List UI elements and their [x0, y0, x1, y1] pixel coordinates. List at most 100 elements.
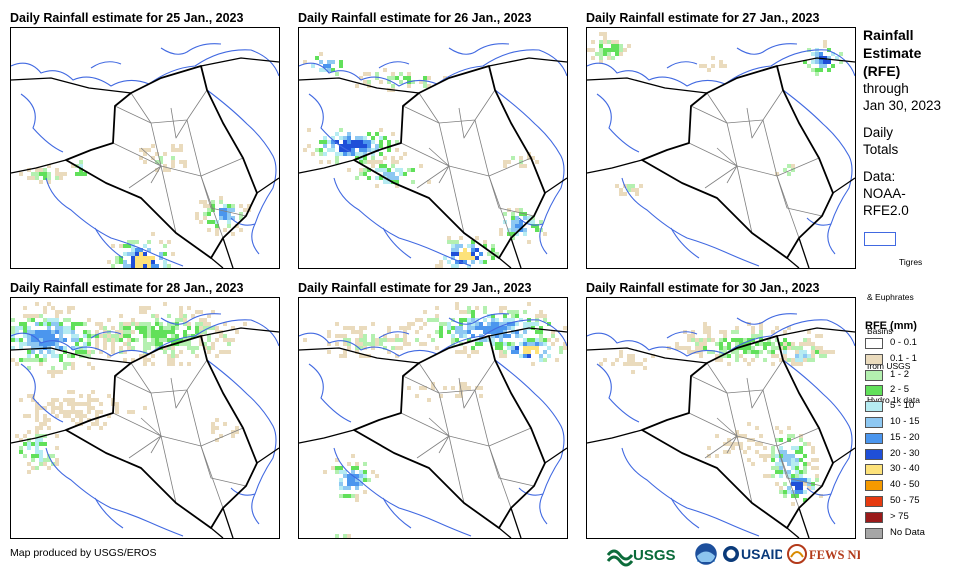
province-border — [416, 165, 450, 189]
basin-outline — [94, 497, 124, 529]
basin-outline — [382, 497, 412, 529]
neighbor-border — [256, 177, 279, 194]
basin-outline — [518, 217, 544, 226]
basin-outline — [11, 49, 279, 87]
province-border — [400, 142, 465, 234]
rfe-legend-swatch — [865, 401, 883, 413]
province-border — [402, 375, 440, 394]
province-border — [488, 175, 535, 217]
basin-outline — [299, 319, 567, 357]
totals-label: Daily Totals — [863, 124, 967, 158]
totals-line: Daily — [863, 125, 894, 140]
rfe-legend-label: > 75 — [890, 510, 909, 522]
country-border — [65, 335, 258, 529]
basin-outline — [206, 359, 277, 525]
rfe-legend-label: 20 - 30 — [890, 447, 920, 459]
neighbor-border — [510, 237, 522, 268]
province-border — [688, 412, 753, 504]
province-border — [418, 359, 496, 394]
basin-outline — [160, 313, 222, 325]
neighbor-border — [11, 347, 132, 364]
neighbor-border — [798, 507, 810, 538]
basin-outline — [448, 43, 510, 55]
basin-outline — [494, 359, 565, 525]
province-border — [150, 122, 244, 177]
province-border — [400, 412, 465, 504]
rfe-legend-label: 2 - 5 — [890, 384, 910, 396]
basin-outline — [11, 319, 279, 357]
basin-outline — [782, 89, 853, 255]
rfe-legend-label: 0 - 0.1 — [890, 337, 917, 348]
basin-outline — [448, 313, 510, 325]
basin-outline — [806, 217, 832, 226]
neighbor-border — [832, 447, 855, 464]
basin-outline — [333, 177, 472, 267]
province-border — [128, 165, 162, 189]
basin-outline — [20, 363, 64, 423]
rfe-legend-swatch — [865, 511, 883, 523]
basin-outline — [230, 217, 256, 226]
province-border — [418, 89, 496, 124]
neighbor-border — [11, 77, 132, 94]
province-border — [716, 417, 738, 454]
neighbor-border — [299, 77, 420, 94]
basin-legend-text: Tigres & Euphrates Basins from USGS Hydr… — [867, 234, 922, 430]
panel-title: Daily Rainfall estimate for 27 Jan., 202… — [586, 11, 820, 25]
data-source-line: RFE2.0 — [863, 203, 909, 218]
province-border — [186, 389, 224, 509]
basin-outline — [20, 93, 64, 153]
neighbor-border — [200, 327, 279, 337]
neighbor-border — [488, 57, 567, 67]
neighbor-border — [256, 447, 279, 464]
province-border — [114, 105, 152, 124]
legend-title: Rainfall Estimate (RFE) — [863, 26, 967, 80]
basin-outline — [736, 43, 798, 55]
rfe-legend-swatch — [865, 527, 883, 539]
data-source: Data: NOAA- RFE2.0 — [863, 168, 967, 219]
basin-outline — [670, 227, 700, 259]
province-border — [112, 142, 177, 234]
neighbor-border — [299, 429, 355, 444]
rfe-legend-label: 5 - 10 — [890, 400, 915, 412]
province-border — [458, 107, 476, 139]
province-border — [706, 359, 784, 394]
country-border — [353, 65, 546, 259]
neighbor-border — [798, 237, 810, 268]
province-border — [428, 147, 450, 184]
basin-legend-line: from USGS — [867, 360, 911, 371]
data-source-line: NOAA- — [863, 186, 906, 201]
neighbor-border — [776, 327, 855, 337]
basin-outline — [45, 177, 184, 267]
rfe-legend-title: RFE (mm) — [865, 320, 917, 332]
basin-outline — [806, 487, 832, 496]
province-border — [128, 435, 162, 459]
rainfall-field — [599, 322, 835, 506]
basin-legend-line: Basins — [867, 326, 893, 336]
province-border — [746, 377, 764, 409]
rainfall-map-svg — [299, 43, 567, 268]
neighbor-border — [587, 77, 708, 94]
province-border — [776, 175, 823, 217]
rfe-legend-swatch — [865, 495, 883, 507]
rfe-legend-swatch — [865, 385, 883, 397]
svg-text:USGS: USGS — [633, 547, 676, 564]
basin-outline — [666, 61, 698, 69]
province-border — [438, 392, 532, 447]
totals-line: Totals — [863, 142, 899, 157]
neighbor-border — [544, 177, 567, 194]
neighbor-border — [776, 57, 855, 67]
province-border — [170, 377, 188, 409]
neighbor-border — [498, 527, 512, 538]
rainfall-map — [10, 27, 280, 269]
province-border — [704, 165, 738, 189]
basin-outline — [666, 331, 698, 339]
basin-outline — [94, 227, 124, 259]
rainfall-map — [298, 297, 568, 539]
panel-title: Daily Rainfall estimate for 29 Jan., 202… — [298, 281, 532, 295]
date-range: through Jan 30, 2023 — [863, 80, 967, 114]
province-border — [438, 122, 532, 177]
rainfall-map — [10, 297, 280, 539]
rfe-legend-label: 15 - 20 — [890, 431, 920, 443]
basin-outline — [299, 49, 567, 87]
rfe-legend-swatch — [865, 480, 883, 492]
